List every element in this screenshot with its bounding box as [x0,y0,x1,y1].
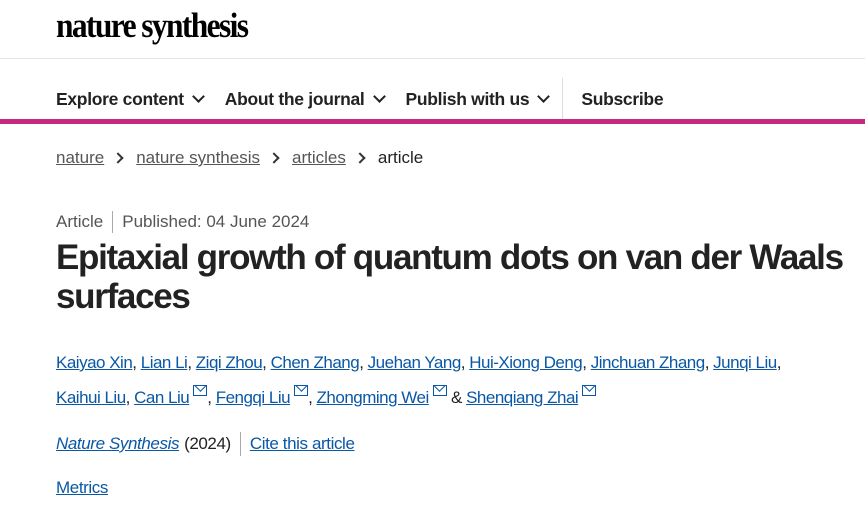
nav-label: Explore content [56,88,184,109]
nav-label: About the journal [224,88,365,109]
chevron-down-icon [537,90,551,103]
article-meta: Article Published: 04 June 2024 [56,211,309,233]
chevron-right-icon [112,152,124,164]
nav-about-journal[interactable]: About the journal [224,88,386,110]
nav-separator [562,78,564,120]
author-link[interactable]: Juehan Yang [367,353,462,372]
citation-line: Nature Synthesis (2024) Cite this articl… [56,432,355,456]
author-link[interactable]: Ziqi Zhou [195,353,263,372]
journal-logo[interactable]: nature synthesis [56,6,249,45]
author-link[interactable]: Can Liu [134,388,190,407]
article-type: Article [56,212,104,231]
breadcrumb-nature-synthesis[interactable]: nature synthesis [136,148,260,167]
email-icon[interactable] [193,385,208,396]
journal-link[interactable]: Nature Synthesis [56,434,180,453]
publication-year: (2024) [184,434,231,453]
author-link[interactable]: Hui-Xiong Deng [469,353,583,372]
main-nav: Explore content About the journal Publis… [56,78,685,120]
author-link[interactable]: Fengqi Liu [215,388,291,407]
divider [112,211,114,233]
author-link[interactable]: Kaiyao Xin [56,353,133,372]
email-icon[interactable] [582,385,597,396]
chevron-down-icon [372,90,386,103]
author-list: Kaiyao Xin, Lian Li, Ziqi Zhou, Chen Zha… [56,353,781,407]
breadcrumb: nature nature synthesis articles article [56,148,423,168]
breadcrumb-current: article [377,148,424,167]
nav-subscribe[interactable]: Subscribe [581,88,664,109]
chevron-right-icon [354,152,366,164]
breadcrumb-nature[interactable]: nature [56,148,105,167]
breadcrumb-articles[interactable]: articles [292,148,346,167]
author-link[interactable]: Chen Zhang [270,353,360,372]
nav-divider [0,58,865,59]
chevron-right-icon [268,152,280,164]
metrics-link[interactable]: Metrics [56,478,108,497]
author-link[interactable]: Zhongming Wei [316,388,430,407]
chevron-down-icon [191,90,205,103]
published-date: Published: 04 June 2024 [122,212,310,231]
nav-explore-content[interactable]: Explore content [56,88,205,110]
page-title: Epitaxial growth of quantum dots on van … [56,238,844,316]
author-link[interactable]: Junqi Liu [713,353,777,372]
author-link[interactable]: Jinchuan Zhang [590,353,705,372]
author-link[interactable]: Kaihui Liu [56,388,126,407]
divider [239,432,241,456]
accent-bar [0,119,865,124]
email-icon[interactable] [432,385,447,396]
email-icon[interactable] [294,385,309,396]
author-link[interactable]: Shenqiang Zhai [466,388,579,407]
nav-label: Publish with us [405,88,530,109]
nav-publish-with-us[interactable]: Publish with us [405,88,551,110]
cite-article-link[interactable]: Cite this article [249,434,355,453]
author-link[interactable]: Lian Li [140,353,188,372]
